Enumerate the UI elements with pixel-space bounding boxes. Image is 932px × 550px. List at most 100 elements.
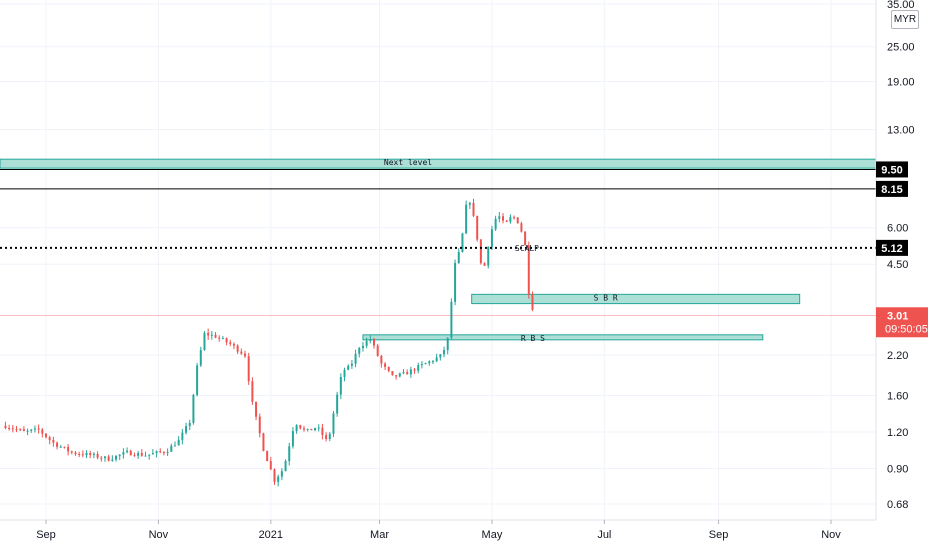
candle-body <box>19 429 22 431</box>
time-axis[interactable]: Sep Nov 2021 Mar May Jul Sep Nov <box>36 520 841 541</box>
candle-body <box>461 233 464 252</box>
candle-body <box>387 366 390 372</box>
candle-body <box>41 429 44 434</box>
y-tick-label: 1.60 <box>887 390 908 402</box>
candle-body <box>177 439 180 446</box>
candle-body <box>310 428 313 431</box>
x-tick-label: Sep <box>36 529 56 541</box>
candle-body <box>129 450 132 456</box>
y-tick-label: 13.00 <box>887 125 915 137</box>
candle-body <box>221 338 224 340</box>
candle-body <box>395 375 398 377</box>
candle-body <box>457 251 460 263</box>
candle-body <box>45 433 47 438</box>
candle-body <box>531 294 534 310</box>
countdown-label: 09:50:05 <box>885 323 928 335</box>
candle-body <box>78 454 81 456</box>
candle-body <box>328 433 331 439</box>
candle-body <box>144 455 147 457</box>
candle-body <box>126 450 129 453</box>
candle-body <box>185 426 188 433</box>
candle-body <box>494 218 497 230</box>
candle-body <box>398 373 401 377</box>
candle-body <box>295 425 298 432</box>
candle-body <box>454 262 457 302</box>
candle-body <box>347 365 350 370</box>
candle-body <box>166 451 169 453</box>
candle-body <box>498 216 501 219</box>
candle-body <box>140 452 143 456</box>
zone-label: R B S <box>521 334 545 343</box>
candle-body <box>107 456 110 461</box>
candle-body <box>203 332 206 350</box>
candle-body <box>133 455 136 457</box>
candle-body <box>443 350 446 355</box>
candle-body <box>89 452 92 455</box>
candle-body <box>314 428 317 431</box>
candle-body <box>67 446 70 452</box>
currency-label[interactable]: MYR <box>891 10 919 29</box>
y-tick-label: 6.00 <box>887 223 908 235</box>
candle-body <box>173 445 176 447</box>
x-tick-label: Nov <box>821 529 841 541</box>
candle-body <box>240 351 243 354</box>
candle-body <box>214 334 217 338</box>
y-tick-label: 4.50 <box>887 259 908 271</box>
candle-body <box>96 453 99 458</box>
candle-body <box>30 429 33 431</box>
x-tick-label: 2021 <box>259 529 283 541</box>
candle-body <box>155 451 158 454</box>
candle-body <box>118 454 121 456</box>
price-axis[interactable]: 35.00 25.00 19.00 13.00 6.00 4.50 2.20 1.60 1.20… <box>887 0 915 511</box>
candle-body <box>262 433 265 451</box>
level-badge <box>876 161 908 178</box>
candle-body <box>509 217 512 222</box>
y-tick-label: 1.20 <box>887 427 908 439</box>
candle-body <box>302 428 305 430</box>
candle-body <box>207 332 210 336</box>
y-tick-label: 2.20 <box>887 350 908 362</box>
candle-body <box>439 354 442 358</box>
candle-body <box>63 446 66 448</box>
candle-body <box>15 428 18 430</box>
candle-body <box>284 461 287 472</box>
zone-rect <box>471 293 801 305</box>
candle-body <box>332 413 335 434</box>
candle-body <box>137 452 140 456</box>
zone-rect <box>0 158 877 169</box>
candle-body <box>59 446 62 448</box>
candle-body <box>196 365 199 395</box>
candle-body <box>52 440 55 443</box>
level-badge-label: 9.50 <box>881 164 902 176</box>
candle-body <box>321 427 324 436</box>
y-tick-label: 19.00 <box>887 77 915 89</box>
price-axis-background <box>876 0 932 550</box>
candle-body <box>258 416 261 434</box>
scalp-annotation: SCALP <box>515 244 539 253</box>
candle-body <box>513 217 516 219</box>
candle-body <box>524 231 527 246</box>
candle-body <box>527 245 530 295</box>
candle-body <box>361 345 364 348</box>
candle-body <box>465 204 468 234</box>
candle-body <box>317 427 320 429</box>
candle-body <box>472 202 475 216</box>
level-badge-label: 5.12 <box>881 243 902 255</box>
candle-body <box>4 425 7 428</box>
candle-body <box>516 217 519 224</box>
horizontal-levels[interactable] <box>0 168 876 316</box>
zone-label: Next level <box>384 158 432 167</box>
candle-body <box>81 454 84 456</box>
level-badge <box>876 180 908 197</box>
candle-body <box>277 476 280 482</box>
chart-zones[interactable]: Next level S B R R B S <box>0 158 877 343</box>
candle-body <box>74 452 77 455</box>
candle-body <box>384 363 387 367</box>
candle-body <box>501 216 504 221</box>
current-price-badge <box>876 307 928 338</box>
candle-body <box>26 430 29 432</box>
candle-body <box>170 445 173 452</box>
candle-body <box>490 229 493 247</box>
